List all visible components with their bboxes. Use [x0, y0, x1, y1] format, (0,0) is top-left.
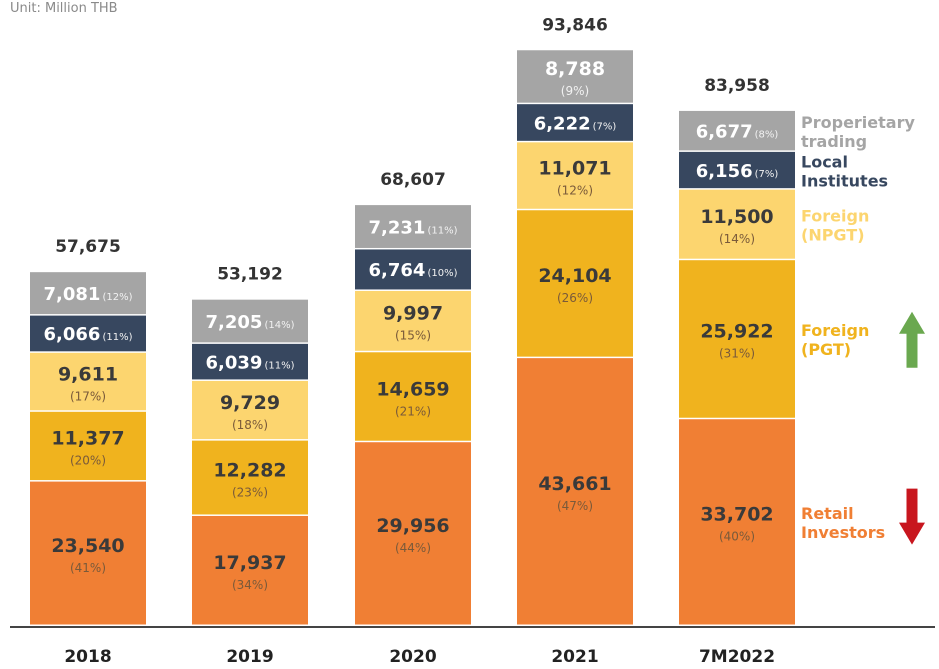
percent-label: (47%)	[557, 499, 593, 513]
bars-group: 23,540 (41%) 11,377 (20%) 9,611 (17%) 6,066 (11…	[30, 50, 795, 625]
bar-foreign-npgt-2021	[517, 142, 633, 209]
legend-text: (PGT)	[801, 340, 851, 359]
percent-label: (34%)	[232, 578, 268, 592]
value-percent-label: 6,764 (10%)	[369, 260, 458, 281]
bar-properietary-trading-2020	[355, 205, 471, 248]
value-label: 11,377	[51, 428, 124, 450]
value-percent-label: 6,156 (7%)	[696, 161, 779, 182]
bar-foreign-npgt-7m2022	[679, 189, 795, 259]
unit-label: Unit: Million THB	[10, 1, 118, 16]
x-axis-labels: 2018 2019 2020 2021 7M2022	[64, 647, 775, 667]
value-percent-label: 6,677 (8%)	[696, 121, 779, 142]
percent-label: (15%)	[395, 329, 431, 343]
percent-label: (9%)	[561, 84, 589, 98]
percent-label: (17%)	[70, 389, 106, 403]
legend-item-foreign-pgt: Foreign(PGT)	[801, 311, 925, 368]
bar-foreign-npgt-2019	[192, 380, 308, 440]
bar-foreign-npgt-2020	[355, 290, 471, 351]
bar-retail-investors-2021	[517, 358, 633, 625]
bar-local-institutes-2019	[192, 343, 308, 380]
bar-properietary-trading-2019	[192, 299, 308, 343]
legend-text: Properietary	[801, 113, 915, 132]
bar-foreign-pgt-7m2022	[679, 260, 795, 418]
legend-item-foreign-npgt: Foreign(NPGT)	[801, 206, 869, 244]
value-label: 25,922	[700, 321, 773, 343]
bar-local-institutes-2018	[30, 315, 146, 352]
value-label: 29,956	[376, 515, 449, 537]
value-percent-label: 6,066 (11%)	[44, 324, 133, 345]
percent-label: (40%)	[719, 530, 755, 544]
total-label-2021: 93,846	[542, 15, 608, 35]
x-tick-label-2019: 2019	[226, 647, 273, 667]
value-label: 43,661	[538, 473, 611, 495]
value-label: 9,611	[58, 363, 118, 385]
x-tick-label-2021: 2021	[551, 647, 598, 667]
legend-text: Local	[801, 152, 848, 171]
percent-label: (12%)	[557, 183, 593, 197]
arrow-down-icon	[899, 488, 925, 545]
value-label: 24,104	[538, 265, 611, 287]
total-label-2019: 53,192	[217, 265, 283, 285]
legend-text: Institutes	[801, 171, 888, 190]
x-tick-label-7m2022: 7M2022	[699, 647, 775, 667]
total-labels: 57,675 53,192 68,607 93,846 83,958	[55, 15, 770, 284]
value-percent-label: 7,231 (11%)	[369, 217, 458, 238]
x-tick-label-2018: 2018	[64, 647, 111, 667]
bar-foreign-pgt-2020	[355, 352, 471, 441]
percent-label: (21%)	[395, 404, 431, 418]
legend-text: trading	[801, 132, 867, 151]
bar-local-institutes-2020	[355, 249, 471, 290]
legend-text: Foreign	[801, 321, 869, 340]
bar-properietary-trading-2018	[30, 272, 146, 315]
bar-local-institutes-2021	[517, 104, 633, 141]
bar-retail-investors-2020	[355, 442, 471, 625]
percent-label: (31%)	[719, 347, 755, 361]
bar-properietary-trading-7m2022	[679, 110, 795, 151]
bar-foreign-pgt-2018	[30, 411, 146, 481]
x-tick-label-2020: 2020	[389, 647, 436, 667]
value-percent-label: 7,205 (14%)	[206, 312, 295, 333]
bar-retail-investors-2019	[192, 515, 308, 625]
bar-foreign-pgt-2021	[517, 210, 633, 357]
total-label-2020: 68,607	[380, 170, 446, 190]
value-label: 33,702	[700, 504, 773, 526]
value-label: 9,729	[220, 392, 280, 414]
arrow-up-icon	[899, 311, 925, 368]
value-label: 12,282	[213, 459, 286, 481]
percent-label: (26%)	[557, 291, 593, 305]
legend-text: Retail	[801, 504, 854, 523]
value-percent-label: 6,222 (7%)	[534, 113, 617, 134]
value-label: 23,540	[51, 535, 124, 557]
percent-label: (23%)	[232, 485, 268, 499]
value-label: 9,997	[383, 303, 443, 325]
total-label-7m2022: 83,958	[704, 76, 770, 96]
value-label: 11,500	[700, 206, 773, 228]
percent-label: (14%)	[719, 232, 755, 246]
value-percent-label: 7,081 (12%)	[44, 284, 133, 305]
legend-text: (NPGT)	[801, 225, 865, 244]
value-percent-label: 6,039 (11%)	[206, 352, 295, 373]
legend: RetailInvestorsForeign(PGT)Foreign(NPGT)…	[801, 113, 925, 545]
bar-properietary-trading-2021	[517, 50, 633, 103]
value-label: 17,937	[213, 552, 286, 574]
legend-text: Foreign	[801, 206, 869, 225]
percent-label: (41%)	[70, 561, 106, 575]
bar-local-institutes-7m2022	[679, 151, 795, 189]
total-label-2018: 57,675	[55, 237, 121, 257]
value-label: 14,659	[376, 378, 449, 400]
bar-retail-investors-7m2022	[679, 419, 795, 625]
bar-retail-investors-2018	[30, 481, 146, 625]
bar-foreign-pgt-2019	[192, 440, 308, 515]
legend-text: Investors	[801, 523, 885, 542]
percent-label: (18%)	[232, 418, 268, 432]
value-label: 8,788	[545, 58, 605, 80]
bar-foreign-npgt-2018	[30, 352, 146, 411]
percent-label: (44%)	[395, 541, 431, 555]
value-label: 11,071	[538, 157, 611, 179]
percent-label: (20%)	[70, 454, 106, 468]
